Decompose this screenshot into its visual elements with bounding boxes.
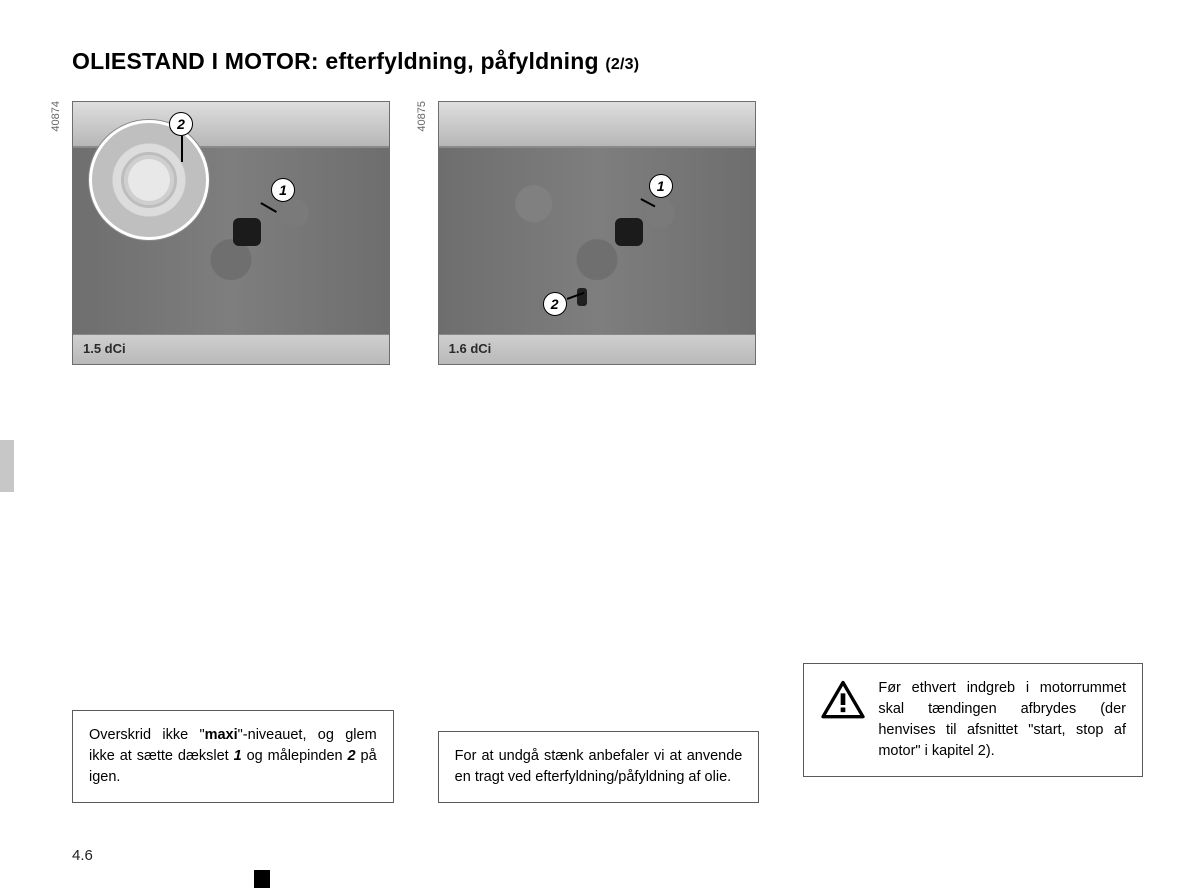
note-ref-2: 2 (348, 748, 356, 764)
figure-ref-left: 40874 (50, 101, 62, 132)
note-box-col2: For at undgå stænk anbefaler vi at anven… (438, 731, 760, 803)
side-tab (0, 440, 14, 492)
callout-number-2: 2 (169, 112, 193, 136)
engine-figure-right: 1 2 1.6 dCi (438, 101, 756, 365)
title-page-indicator: (2/3) (605, 56, 639, 73)
callout-number-1: 1 (649, 174, 673, 198)
oil-cap-illustration (233, 218, 261, 246)
note-text: og målepinden (242, 748, 348, 764)
oil-cap-illustration (615, 218, 643, 246)
content-columns: 40874 2 1 1.5 dCi Overs (72, 101, 1144, 821)
note-ref-1: 1 (234, 748, 242, 764)
column-2: 40875 1 2 1.6 dCi For at undgå stænk anb… (438, 101, 778, 821)
warning-text: Før ethvert indgreb i motorrummet skal t… (878, 678, 1126, 762)
note-maxi: maxi (205, 727, 238, 743)
page-title: OLIESTAND I MOTOR: efterfyldning, påfyld… (72, 48, 1144, 75)
column-1: 40874 2 1 1.5 dCi Overs (72, 101, 412, 821)
inset-cap-illustration (121, 152, 177, 208)
note-text: Overskrid ikke " (89, 727, 205, 743)
page-number: 4.6 (72, 847, 93, 864)
dipstick-illustration (577, 288, 587, 306)
figure-ref-right: 40875 (416, 101, 428, 132)
callout-leader-line (181, 136, 183, 162)
note-box-col1: Overskrid ikke "maxi"-niveauet, og glem … (72, 710, 394, 803)
inset-detail-circle (89, 120, 209, 240)
engine-label-band: 1.6 dCi (439, 334, 755, 364)
column-3: Før ethvert indgreb i motorrummet skal t… (803, 101, 1144, 821)
warning-icon (820, 680, 866, 720)
hood-illustration (439, 102, 755, 148)
warning-box: Før ethvert indgreb i motorrummet skal t… (803, 663, 1143, 777)
engine-label-band: 1.5 dCi (73, 334, 389, 364)
note-text: For at undgå stænk anbefaler vi at anven… (455, 748, 743, 785)
engine-bay-illustration (439, 148, 755, 334)
callout-number-2: 2 (543, 292, 567, 316)
manual-page: OLIESTAND I MOTOR: efterfyldning, påfyld… (0, 0, 1200, 888)
crop-mark (254, 870, 270, 888)
title-sub: efterfyldning, påfyldning (325, 48, 598, 74)
engine-figure-left: 2 1 1.5 dCi (72, 101, 390, 365)
engine-label-right: 1.6 dCi (449, 341, 492, 356)
engine-label-left: 1.5 dCi (83, 341, 126, 356)
callout-number-1: 1 (271, 178, 295, 202)
title-main: OLIESTAND I MOTOR: (72, 48, 319, 74)
